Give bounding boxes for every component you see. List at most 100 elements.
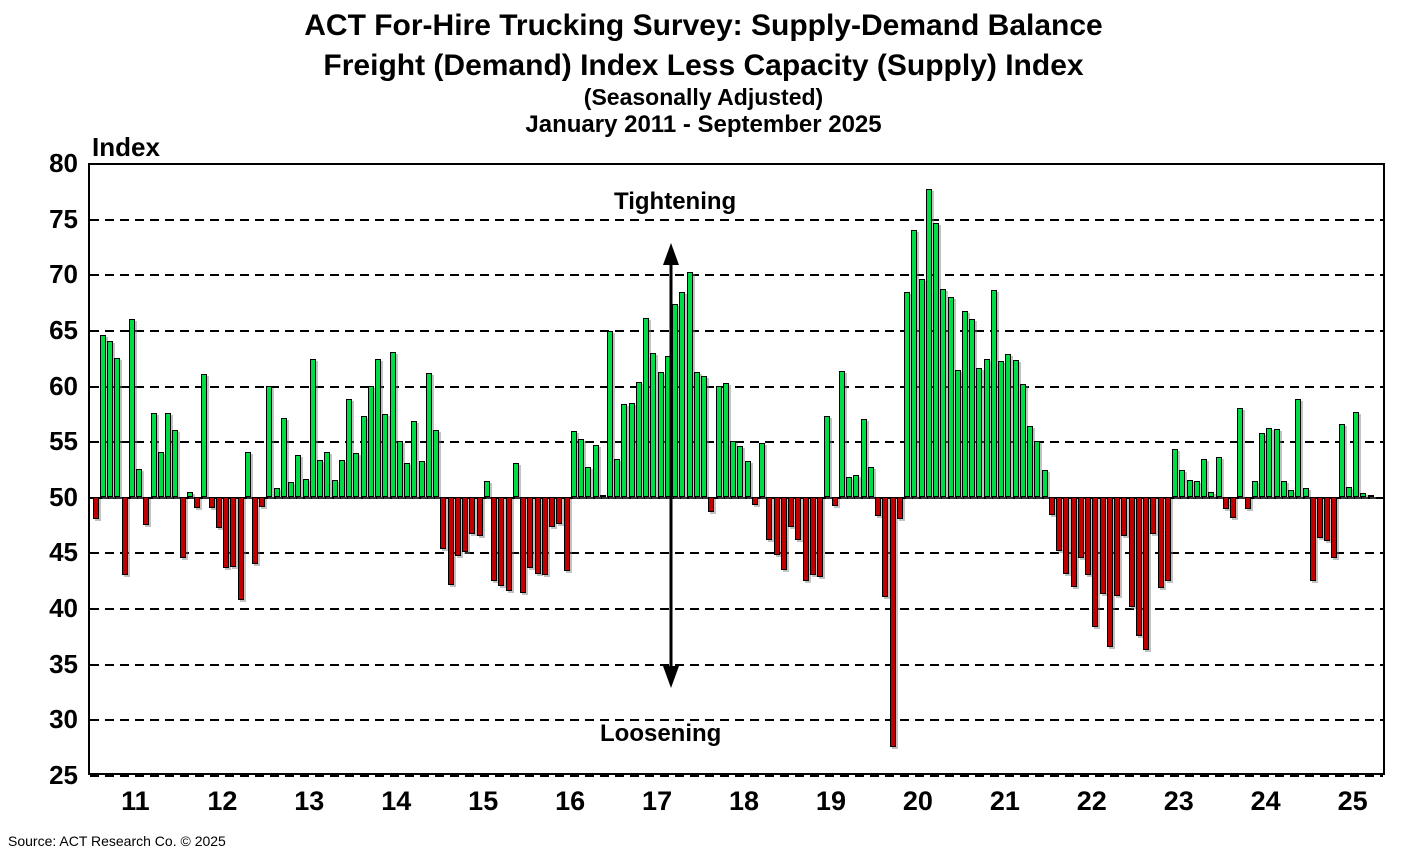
bar-2019-06 xyxy=(824,415,831,497)
bar-2019-08 xyxy=(838,371,845,497)
bar-2024-07 xyxy=(1266,427,1273,497)
bar-2013-06 xyxy=(302,479,309,497)
bar-2015-07 xyxy=(483,481,490,497)
bar-2025-06 xyxy=(1345,486,1352,497)
bar-2024-04 xyxy=(1244,496,1251,510)
bar-2022-09 xyxy=(1106,496,1113,648)
bar-2014-12 xyxy=(433,430,440,497)
bar-2019-01 xyxy=(788,496,795,527)
bar-2023-03 xyxy=(1150,496,1157,534)
gridline-30 xyxy=(90,719,1383,722)
bar-2025-08 xyxy=(1360,493,1367,497)
bar-2025-03 xyxy=(1324,496,1331,542)
bar-2014-09 xyxy=(411,421,418,497)
bar-2018-04 xyxy=(722,383,729,497)
x-tick-21: 21 xyxy=(989,786,1020,816)
bar-2020-10 xyxy=(940,288,947,497)
bar-2016-05 xyxy=(556,496,563,524)
bar-2023-01 xyxy=(1135,496,1142,636)
bar-2013-10 xyxy=(331,480,338,497)
bar-2012-04 xyxy=(201,374,208,497)
bar-2018-03 xyxy=(715,385,722,497)
bar-2012-08 xyxy=(230,496,237,567)
x-tick-20: 20 xyxy=(902,786,933,816)
bar-2021-03 xyxy=(976,367,983,497)
bar-2012-05 xyxy=(208,496,215,508)
plot-area xyxy=(88,163,1385,777)
bar-2022-06 xyxy=(1085,496,1092,575)
bar-2014-05 xyxy=(382,414,389,497)
y-tick-75: 75 xyxy=(49,203,78,234)
bar-2024-12 xyxy=(1302,487,1309,497)
bar-2015-02 xyxy=(447,496,454,585)
bar-2020-07 xyxy=(918,278,925,497)
bar-2015-09 xyxy=(498,496,505,586)
bar-2022-08 xyxy=(1099,496,1106,594)
bar-2016-03 xyxy=(541,496,548,575)
x-tick-25: 25 xyxy=(1337,786,1368,816)
gridline-25 xyxy=(90,775,1383,777)
bar-2019-10 xyxy=(853,474,860,497)
bar-2015-05 xyxy=(469,496,476,534)
bar-2018-02 xyxy=(708,496,715,513)
y-tick-25: 25 xyxy=(49,760,78,790)
bar-2019-07 xyxy=(831,496,838,506)
bar-2019-05 xyxy=(817,496,824,577)
bar-2018-10 xyxy=(766,496,773,541)
bar-2018-08 xyxy=(751,496,758,505)
y-tick-45: 45 xyxy=(49,537,78,568)
bar-2011-10 xyxy=(157,452,164,497)
bar-2024-01 xyxy=(1222,496,1229,510)
bar-2014-03 xyxy=(367,385,374,497)
bar-2024-09 xyxy=(1280,481,1287,497)
bar-2011-06 xyxy=(128,318,135,497)
bar-2018-12 xyxy=(780,496,787,571)
bar-2020-02 xyxy=(882,496,889,597)
bar-2013-09 xyxy=(324,452,331,497)
bar-2021-12 xyxy=(1041,470,1048,497)
bar-2014-11 xyxy=(425,373,432,497)
x-tick-17: 17 xyxy=(642,786,673,816)
bar-2017-03 xyxy=(628,403,635,497)
bar-2012-06 xyxy=(215,496,222,528)
bar-2015-08 xyxy=(491,496,498,582)
bar-2013-01 xyxy=(266,385,273,497)
bar-2021-06 xyxy=(998,361,1005,497)
bar-2016-06 xyxy=(563,496,570,572)
bar-2017-06 xyxy=(650,353,657,497)
bar-2021-02 xyxy=(969,318,976,497)
bar-2017-09 xyxy=(672,304,679,497)
bar-2023-10 xyxy=(1201,458,1208,497)
x-tick-23: 23 xyxy=(1163,786,1194,816)
bar-2014-01 xyxy=(353,453,360,497)
bar-2016-11 xyxy=(599,494,606,497)
bar-2023-09 xyxy=(1193,481,1200,497)
bar-2021-08 xyxy=(1012,359,1019,497)
bar-2011-02 xyxy=(99,335,106,497)
bar-2011-09 xyxy=(150,413,157,497)
bar-2015-01 xyxy=(440,496,447,550)
bar-2024-03 xyxy=(1237,407,1244,497)
bar-2025-07 xyxy=(1353,412,1360,497)
bar-2011-05 xyxy=(121,496,128,575)
gridline-65 xyxy=(90,329,1383,332)
y-tick-55: 55 xyxy=(49,426,78,457)
bar-2022-12 xyxy=(1128,496,1135,607)
bar-2024-08 xyxy=(1273,428,1280,497)
title-block: ACT For-Hire Trucking Survey: Supply-Dem… xyxy=(0,6,1407,140)
bar-2020-11 xyxy=(947,296,954,497)
bar-2023-11 xyxy=(1208,492,1215,497)
bar-2014-07 xyxy=(396,441,403,497)
bar-2011-01 xyxy=(92,496,99,520)
bar-2012-01 xyxy=(179,496,186,558)
bar-2019-04 xyxy=(809,496,816,575)
gridline-60 xyxy=(90,385,1383,388)
bar-2019-03 xyxy=(802,496,809,582)
bar-2024-11 xyxy=(1295,398,1302,497)
bar-2017-02 xyxy=(621,404,628,497)
bar-2020-09 xyxy=(933,223,940,497)
bar-2014-10 xyxy=(418,461,425,497)
bar-2020-12 xyxy=(954,369,961,497)
bar-2022-10 xyxy=(1114,496,1121,596)
bar-2019-12 xyxy=(867,466,874,497)
